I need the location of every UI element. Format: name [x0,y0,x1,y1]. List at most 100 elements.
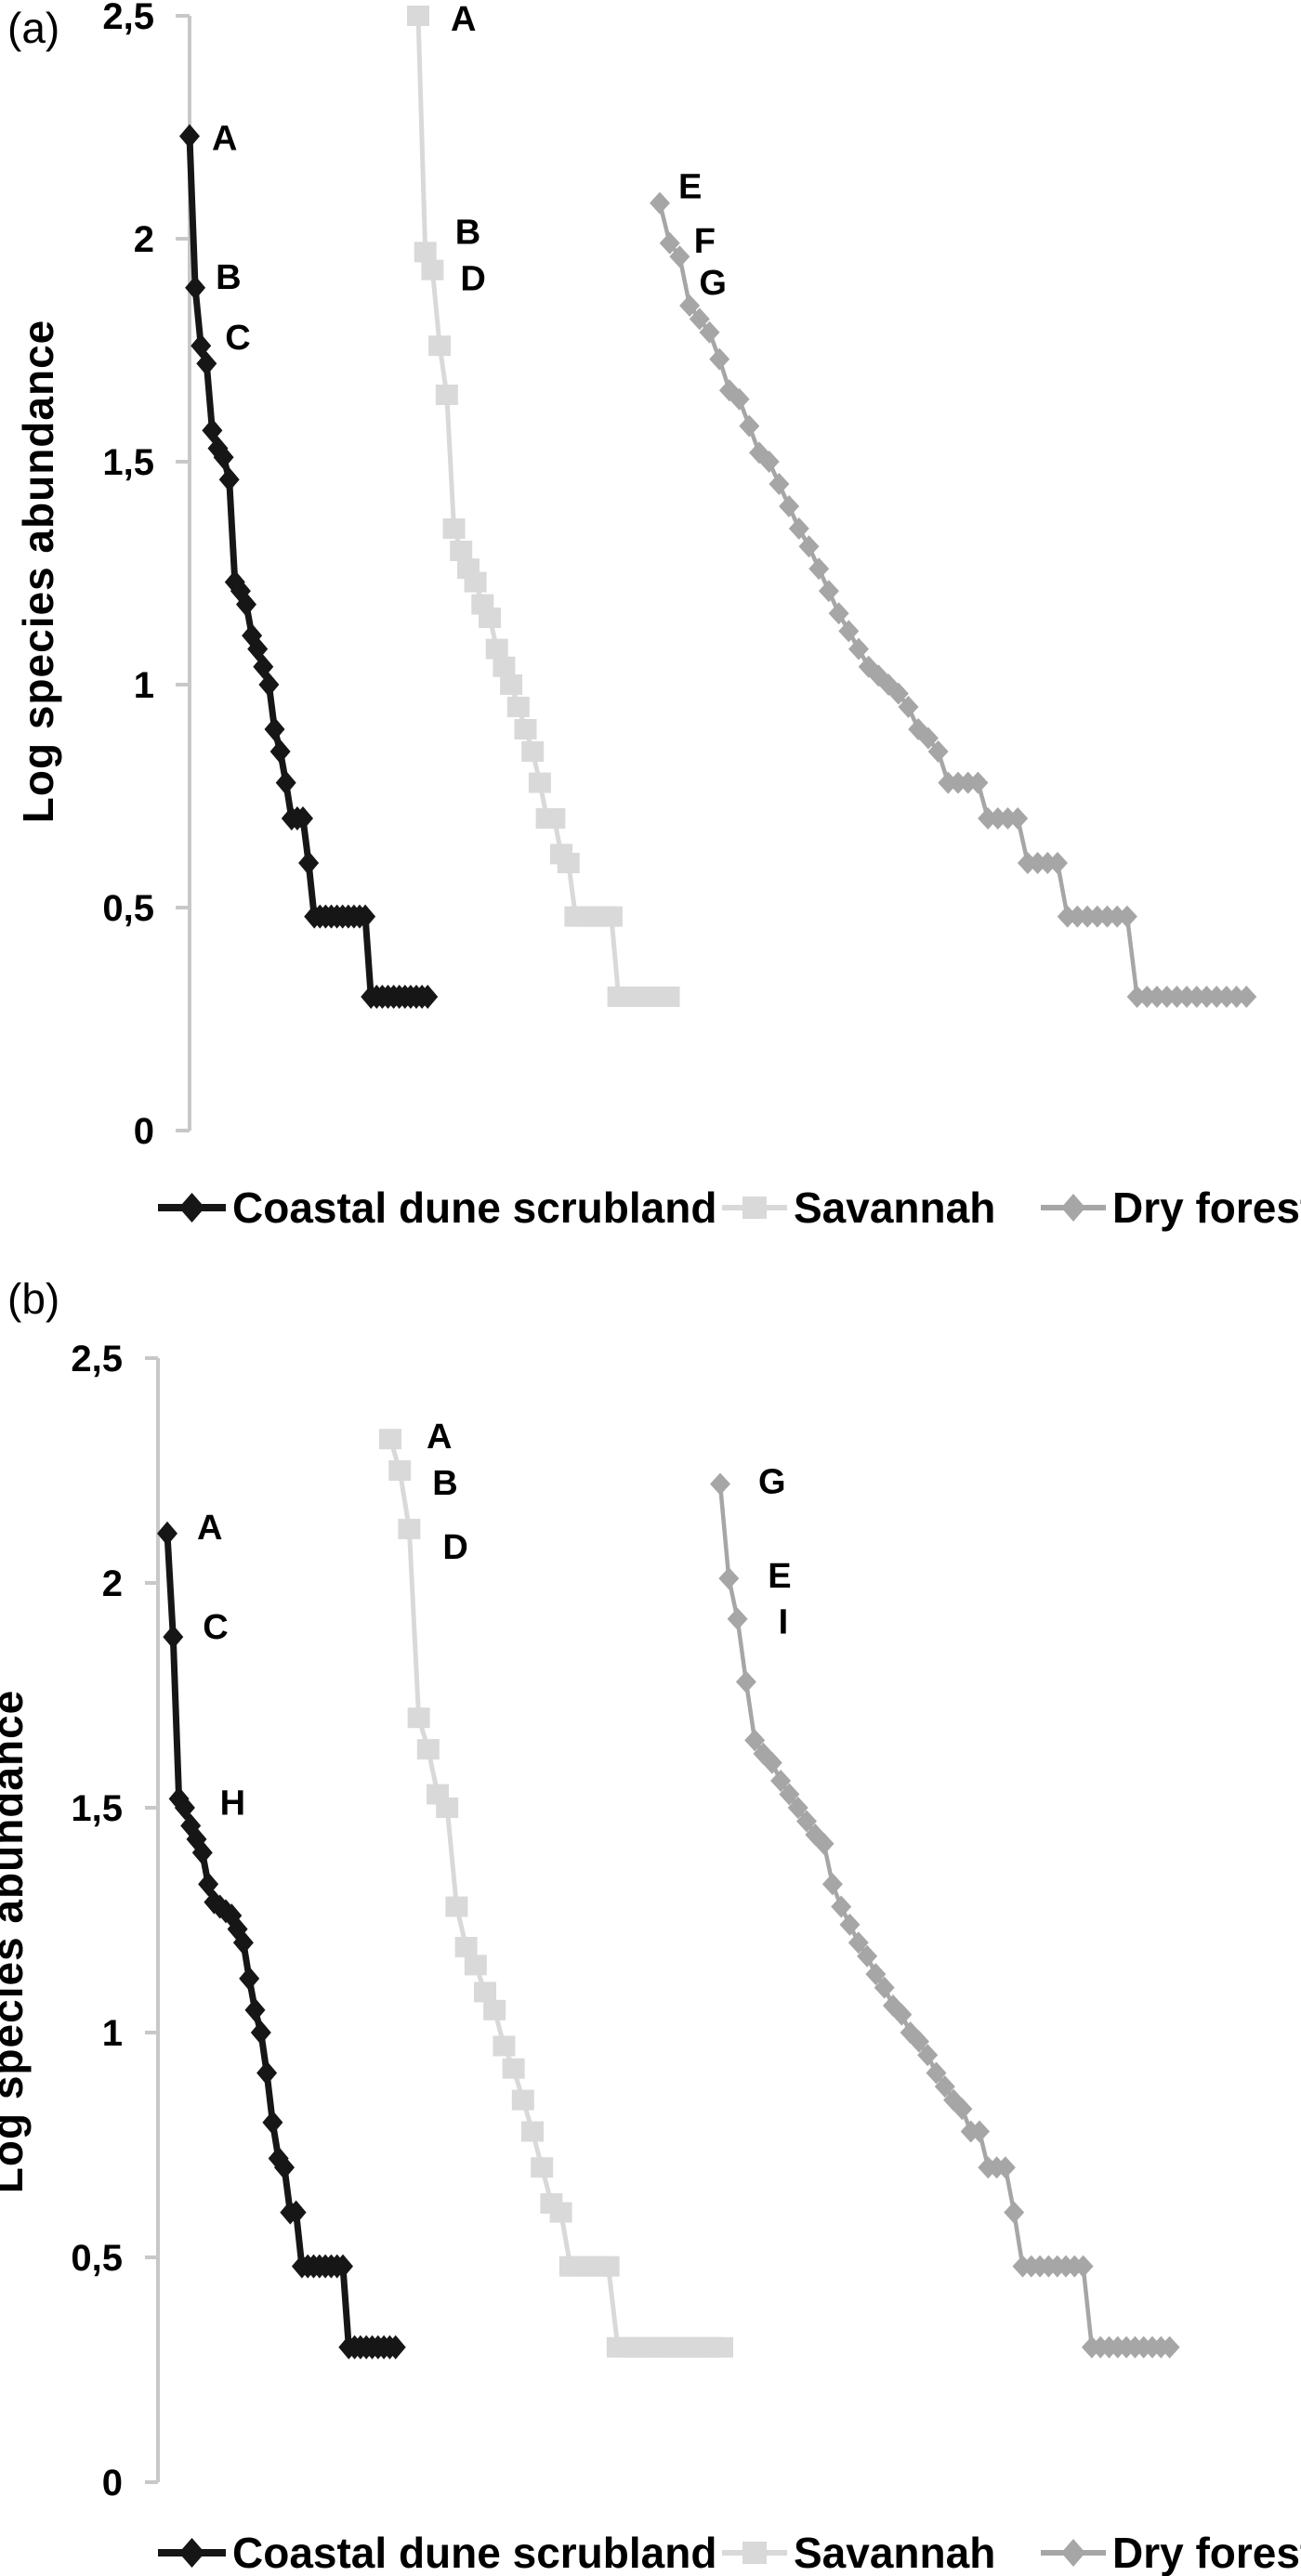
data-point-marker [813,1832,834,1855]
data-point-marker [493,2035,516,2057]
data-point-marker [887,682,909,705]
data-point-marker [442,518,466,539]
data-point-marker [450,541,473,561]
data-point-marker [464,571,487,593]
data-point-marker [293,806,313,830]
legend-item-dry-forest: Dry forest [1041,2529,1301,2576]
y-tick-label: 1 [134,665,154,706]
legend-item-savannah: Savannah [722,2529,995,2576]
data-point-marker [709,347,730,371]
data-point-marker [250,2020,271,2045]
data-point-marker [994,2156,1016,2179]
data-point-marker [485,638,508,660]
data-point-marker [710,1472,730,1496]
data-point-marker [506,697,530,717]
data-point-marker [218,467,240,492]
legend-item-coastal-dune-scrubland: Coastal dune scrubland [158,1183,716,1232]
data-point-marker [185,275,206,300]
legend-diamond-marker [178,2538,205,2568]
data-point-marker [657,987,680,1007]
data-point-marker [500,674,523,695]
data-point-marker [908,2030,929,2053]
point-label-a: A [197,1509,222,1548]
point-label-a: A [212,120,237,159]
coastal-dune-scrubland-line [164,1533,396,2351]
data-point-marker [407,1707,430,1729]
data-point-marker [543,808,566,829]
data-point-marker [718,1567,740,1590]
point-label-a: A [451,0,476,39]
data-point-marker [848,1931,869,1955]
panel-b-tag: (b) [7,1275,59,1323]
data-point-marker [298,851,320,875]
point-label-d: D [460,260,485,299]
point-label-b: B [216,258,241,297]
point-label-b: B [432,1464,457,1503]
data-point-marker [659,231,680,255]
legend-label: Dry forest [1112,1183,1301,1232]
point-label-e: E [768,1557,791,1596]
dry-forest-line [657,203,1247,1000]
data-point-marker [1007,807,1029,830]
point-label-g: G [758,1463,786,1502]
legend-label: Coastal dune scrubland [232,1183,716,1232]
point-label-i: I [779,1603,789,1642]
data-point-marker [828,602,849,625]
data-point-marker [848,637,869,660]
data-point-marker [711,2336,733,2358]
series-dry-forest-a: EFG [650,168,1257,1008]
data-point-marker [483,1999,506,2020]
data-point-marker [831,1895,852,1918]
data-point-marker [808,557,830,581]
data-point-marker [157,1521,177,1546]
y-axis-a: 2,5 2 1,5 1 0,5 0 [102,0,191,1152]
data-point-marker [1116,905,1137,928]
data-point-marker [917,726,939,750]
legend-square-marker [742,1196,767,1219]
data-point-marker [699,320,720,344]
data-point-marker [917,2044,939,2067]
series-coastal-dune-scrubland-b: A C H [157,1509,406,2360]
point-label-f: F [694,222,716,261]
y-tick-label: 1 [102,2013,123,2054]
y-tick-label: 0,5 [71,2238,123,2279]
data-point-marker [1236,986,1257,1008]
data-point-marker [435,385,458,405]
data-point-marker [788,517,809,540]
y-tick-label: 0 [134,1111,154,1152]
data-point-marker [679,294,701,317]
point-label-h: H [220,1784,245,1823]
data-point-marker [388,1460,412,1481]
series-savannah-a: A BD [407,0,680,1007]
data-point-marker [744,1729,766,1752]
data-point-marker [531,2157,554,2178]
data-point-marker [454,1937,478,1958]
data-point-marker [333,2254,353,2279]
data-point-marker [758,451,780,473]
data-point-marker [464,1955,487,1976]
data-point-marker [528,772,551,793]
data-point-marker [865,1963,887,1986]
panel-b-legend: Coastal dune scrubland Savannah Dry forest [158,2529,1301,2576]
data-point-marker [839,1913,861,1936]
data-point-marker [379,1429,401,1450]
point-label-g: G [699,264,727,303]
y-tick-label: 2,5 [102,0,154,37]
data-point-marker [729,387,750,411]
data-point-marker [967,771,989,794]
data-point-marker [514,719,537,739]
data-point-marker [770,1769,792,1792]
panel-b-y-axis-title: Log species abundance [0,1690,32,2193]
data-point-marker [599,906,623,927]
data-point-marker [969,2120,990,2143]
data-point-marker [874,1976,895,1999]
data-point-marker [597,2256,620,2277]
data-point-marker [421,259,444,281]
panel-a-y-axis-title: Log species abundance [14,320,62,823]
point-label-d: D [442,1528,467,1567]
data-point-marker [258,673,280,697]
data-point-marker [735,1670,756,1693]
data-point-marker [436,1798,459,1818]
